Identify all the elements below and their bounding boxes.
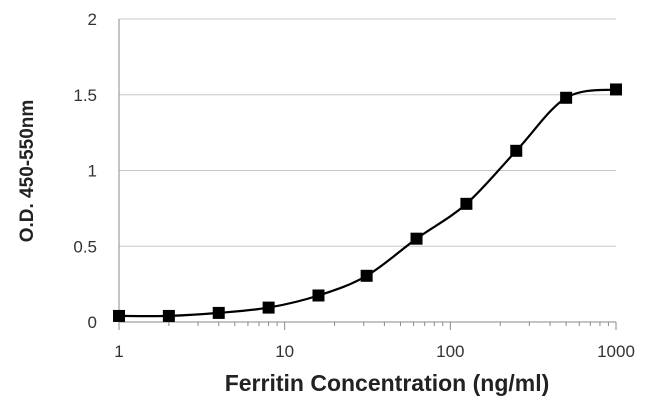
x-tick-label: 1 [114, 342, 123, 361]
x-tick-label: 1000 [597, 342, 635, 361]
data-point [560, 91, 573, 104]
data-point [510, 144, 523, 157]
x-tick-label: 10 [275, 342, 294, 361]
series-curve [118, 88, 617, 318]
x-axis-ticks: 1 10 100 1000 [114, 322, 635, 361]
data-point [212, 306, 225, 319]
data-point [312, 289, 325, 302]
x-tick-label: 100 [436, 342, 464, 361]
data-point [460, 197, 473, 210]
data-point [162, 309, 175, 322]
data-point [113, 309, 125, 322]
y-tick-label: 2 [88, 10, 97, 29]
y-axis-title: O.D. 450-550nm [17, 100, 38, 243]
data-point [262, 301, 275, 314]
y-tick-label: 1 [88, 162, 97, 181]
y-axis-ticks: 0 0.5 1 1.5 2 [73, 10, 97, 332]
y-tick-label: 0 [88, 313, 97, 332]
data-point [410, 232, 423, 245]
data-points [113, 83, 622, 322]
y-tick-label: 1.5 [73, 86, 97, 105]
x-axis-title: Ferritin Concentration (ng/ml) [225, 370, 550, 396]
y-tick-label: 0.5 [73, 237, 97, 256]
data-point [610, 83, 622, 96]
gridlines [119, 18, 616, 247]
data-point [360, 269, 373, 282]
